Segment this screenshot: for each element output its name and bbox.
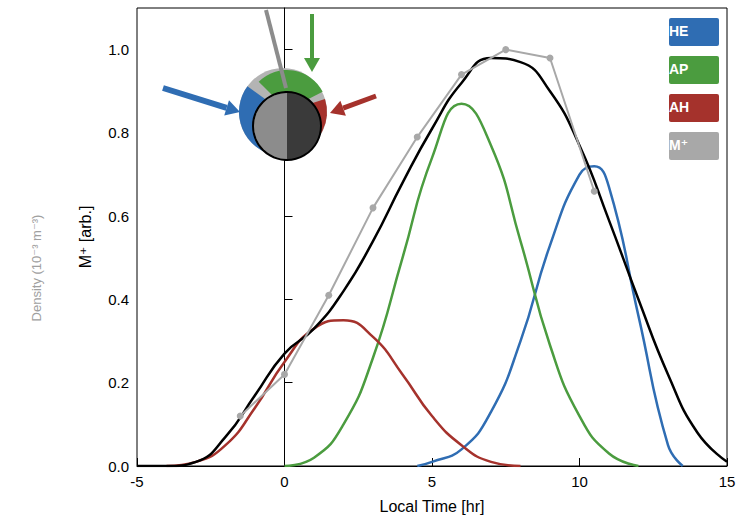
svg-text:0.0: 0.0 — [108, 458, 129, 475]
svg-text:1.0: 1.0 — [108, 41, 129, 58]
svg-text:Density (10⁻³ m⁻³): Density (10⁻³ m⁻³) — [29, 215, 44, 322]
svg-text:0: 0 — [280, 473, 288, 490]
svg-text:AP: AP — [669, 61, 688, 77]
svg-text:15: 15 — [719, 473, 736, 490]
svg-text:AH: AH — [669, 99, 689, 115]
svg-text:-5: -5 — [130, 473, 143, 490]
svg-text:Local Time [hr]: Local Time [hr] — [380, 498, 485, 515]
svg-text:M⁺ [arb.]: M⁺ [arb.] — [77, 206, 94, 269]
svg-text:0.2: 0.2 — [108, 374, 129, 391]
svg-text:5: 5 — [428, 473, 436, 490]
svg-text:0.6: 0.6 — [108, 208, 129, 225]
svg-text:0.4: 0.4 — [108, 291, 129, 308]
svg-text:M⁺: M⁺ — [669, 137, 688, 153]
svg-text:HE: HE — [669, 23, 688, 39]
svg-text:0.8: 0.8 — [108, 124, 129, 141]
svg-text:10: 10 — [571, 473, 588, 490]
